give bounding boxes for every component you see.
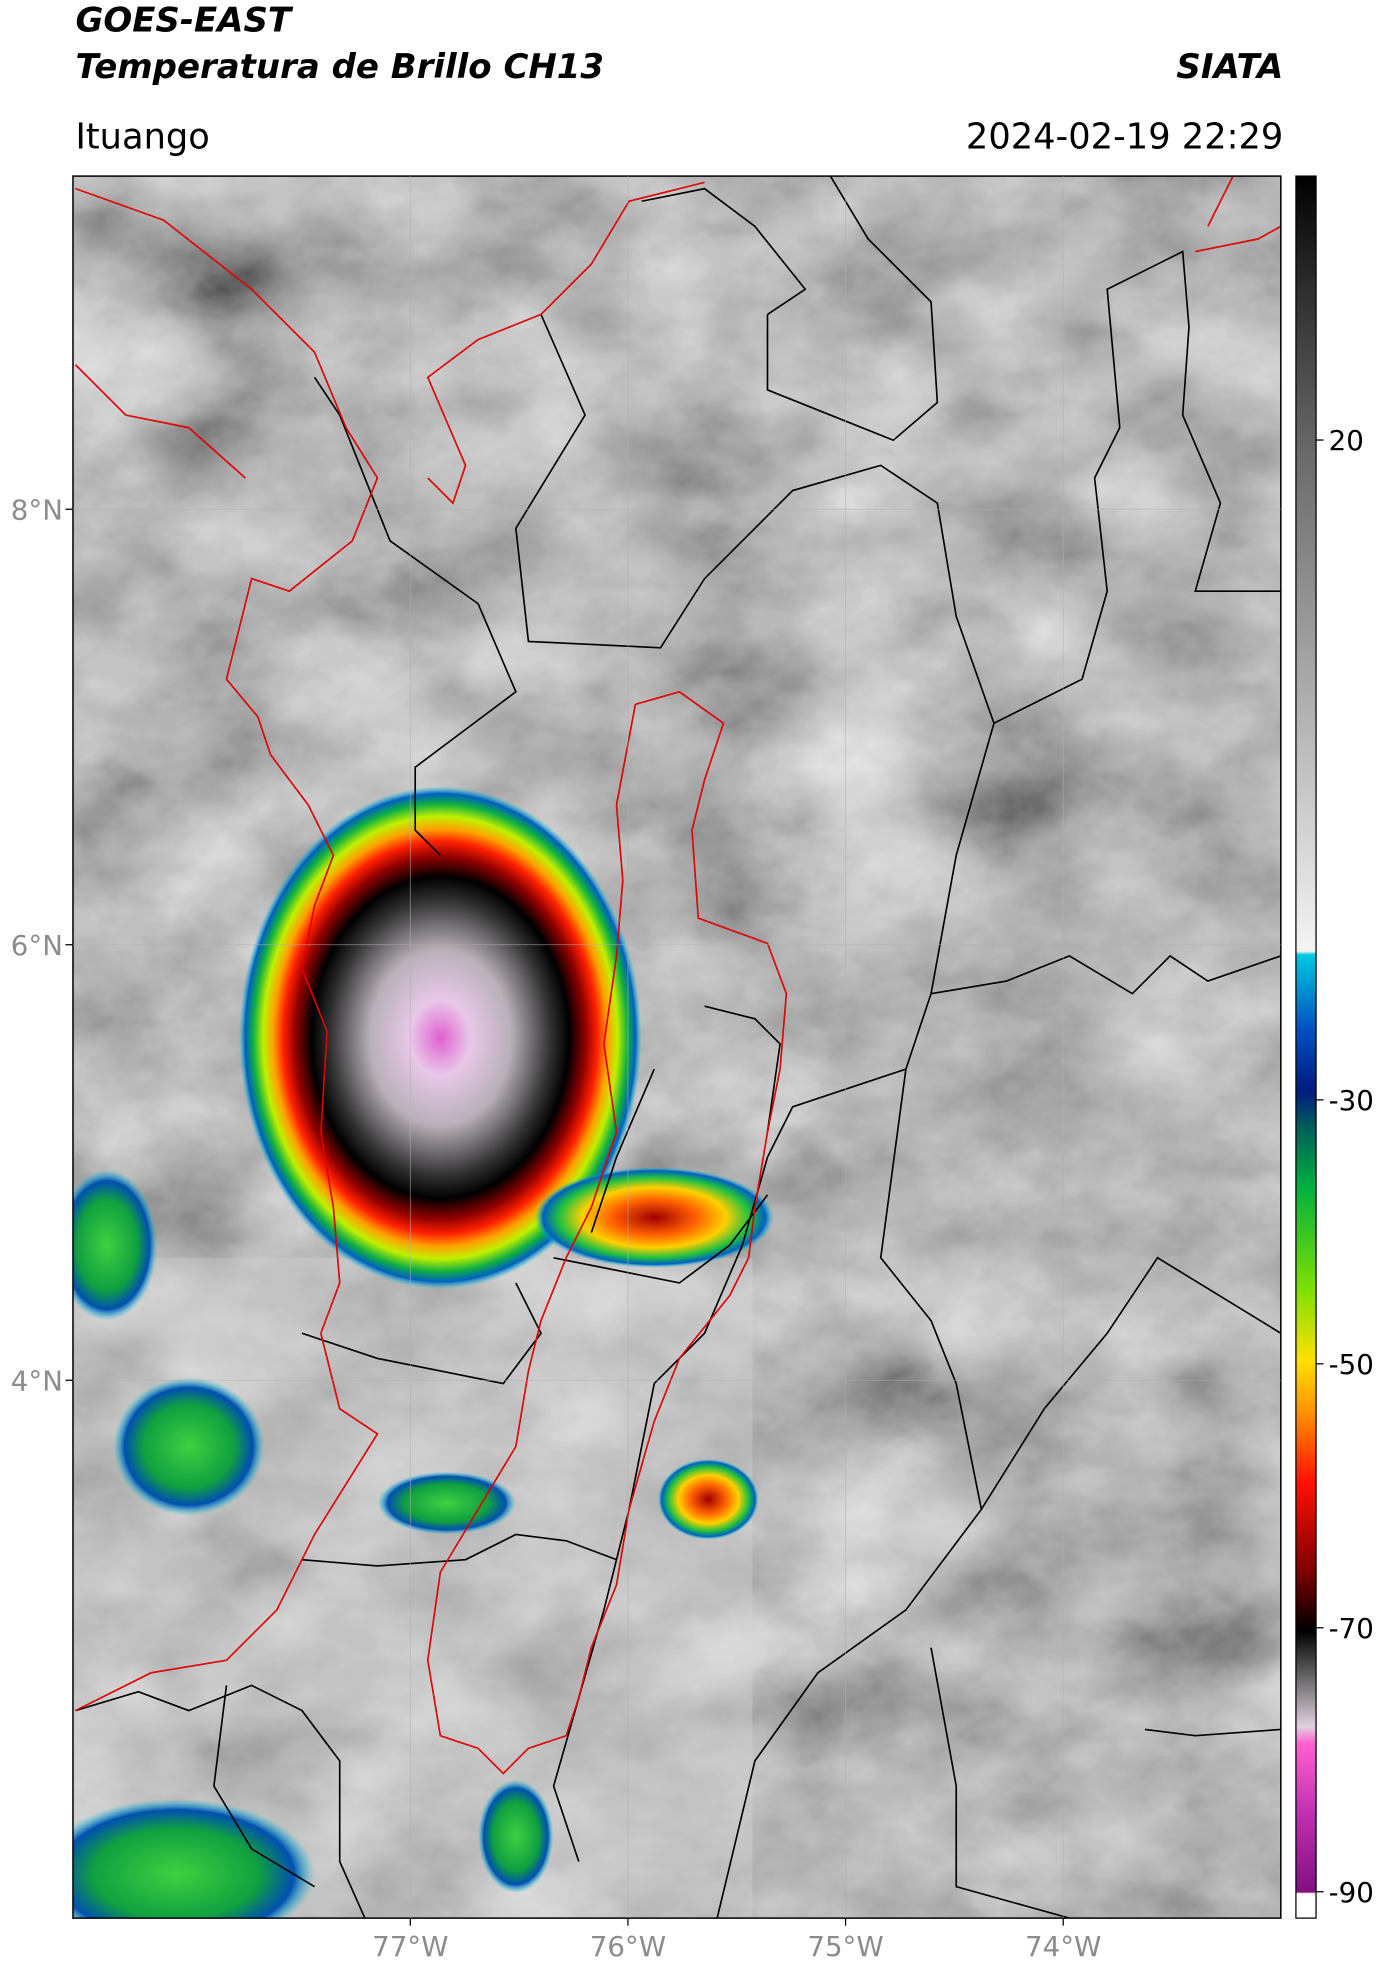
storm-core bbox=[239, 786, 642, 1290]
border bbox=[1144, 1728, 1281, 1737]
colorbar-tick-label: 20 bbox=[1329, 424, 1364, 457]
border bbox=[704, 1005, 781, 1133]
border bbox=[930, 1647, 1070, 1919]
border bbox=[515, 250, 1281, 725]
y-tick-label: 4°N bbox=[11, 1364, 63, 1397]
borders bbox=[75, 176, 1281, 1919]
map-image bbox=[72, 176, 1281, 1919]
x-tick-label: 75°W bbox=[807, 1930, 883, 1963]
coastline bbox=[1195, 176, 1281, 253]
country-border bbox=[75, 187, 379, 1334]
department-border bbox=[426, 690, 788, 1775]
border bbox=[930, 954, 1281, 995]
colorbar-tick-label: -30 bbox=[1329, 1084, 1374, 1117]
border bbox=[641, 187, 807, 316]
colorbar-tick-label: -70 bbox=[1329, 1612, 1374, 1645]
axes: 77°W 76°W 75°W 74°W 8°N 6°N 4°N 20 -30 -50 -70 -90 bbox=[11, 424, 1374, 1963]
cloud-cell bbox=[72, 1798, 315, 1919]
source: SIATA bbox=[1176, 47, 1283, 87]
border bbox=[553, 1194, 769, 1284]
colorbar-tick-label: -50 bbox=[1329, 1348, 1374, 1381]
border bbox=[301, 1282, 542, 1385]
y-tick-label: 6°N bbox=[11, 929, 63, 962]
border bbox=[313, 376, 517, 856]
border bbox=[980, 1256, 1281, 1510]
cloud-cell bbox=[72, 1169, 158, 1321]
datetime: 2024-02-19 22:29 bbox=[966, 116, 1283, 157]
coastline bbox=[75, 1333, 379, 1712]
cloud-cell bbox=[113, 1377, 265, 1516]
grid bbox=[72, 176, 1281, 1919]
border bbox=[301, 1533, 617, 1567]
cloud-cell bbox=[478, 1779, 554, 1893]
location: Ituango bbox=[75, 116, 209, 157]
subtitle: Temperatura de Brillo CH13 bbox=[75, 47, 604, 87]
cloud-cell bbox=[377, 1471, 516, 1535]
red-borders bbox=[74, 176, 1281, 1775]
border bbox=[590, 1068, 656, 1233]
storm-cell bbox=[534, 1167, 774, 1268]
border bbox=[75, 1684, 366, 1919]
border bbox=[213, 1685, 315, 1888]
colorbar bbox=[1295, 175, 1317, 1919]
x-tick-label: 77°W bbox=[372, 1930, 448, 1963]
title: GOES-EAST bbox=[75, 0, 293, 40]
border bbox=[766, 176, 939, 442]
y-tick-label: 8°N bbox=[11, 493, 63, 526]
x-tick-label: 74°W bbox=[1025, 1930, 1101, 1963]
colorbar-tick-label: -90 bbox=[1329, 1876, 1374, 1909]
map-frame bbox=[72, 175, 1282, 1919]
storm-cell bbox=[658, 1459, 759, 1540]
x-tick-label: 76°W bbox=[590, 1930, 666, 1963]
coastline bbox=[74, 364, 246, 479]
coastline bbox=[426, 181, 705, 505]
